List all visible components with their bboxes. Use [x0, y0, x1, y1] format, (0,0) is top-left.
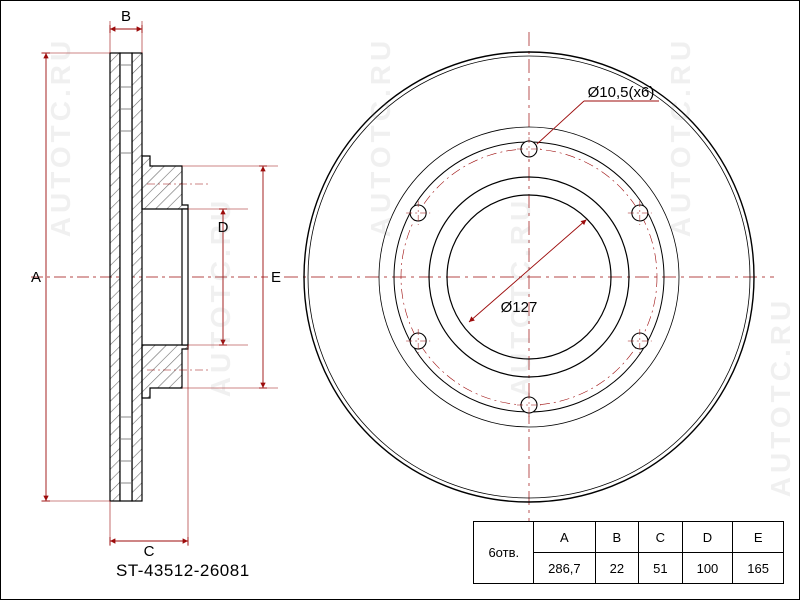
technical-drawing: ABCDEØ10,5(x6)Ø127: [1, 1, 800, 600]
table-col-C: C: [639, 522, 682, 553]
table-val-C: 51: [639, 553, 682, 584]
table-header-row: 6отв.ABCDE: [474, 522, 784, 553]
table-col-B: B: [595, 522, 638, 553]
table-col-D: D: [682, 522, 733, 553]
table-col-A: A: [534, 522, 596, 553]
svg-text:D: D: [218, 219, 229, 236]
table-holes-cell: 6отв.: [474, 522, 534, 584]
svg-text:A: A: [31, 269, 41, 286]
svg-text:E: E: [271, 269, 281, 286]
drawing-canvas: AUTOTC.RU AUTOTC.RU AUTOTC.RU AUTOTC.RU …: [0, 0, 800, 600]
svg-text:Ø127: Ø127: [501, 299, 538, 316]
part-number: ST-43512-26081: [116, 561, 250, 581]
svg-text:B: B: [121, 8, 131, 25]
dimension-table: 6отв.ABCDE 286,72251100165: [473, 521, 784, 584]
svg-text:Ø10,5(x6): Ø10,5(x6): [588, 84, 655, 101]
table-val-B: 22: [595, 553, 638, 584]
table-val-E: 165: [733, 553, 784, 584]
table-val-A: 286,7: [534, 553, 596, 584]
svg-text:C: C: [144, 543, 155, 560]
table-col-E: E: [733, 522, 784, 553]
table-val-D: 100: [682, 553, 733, 584]
